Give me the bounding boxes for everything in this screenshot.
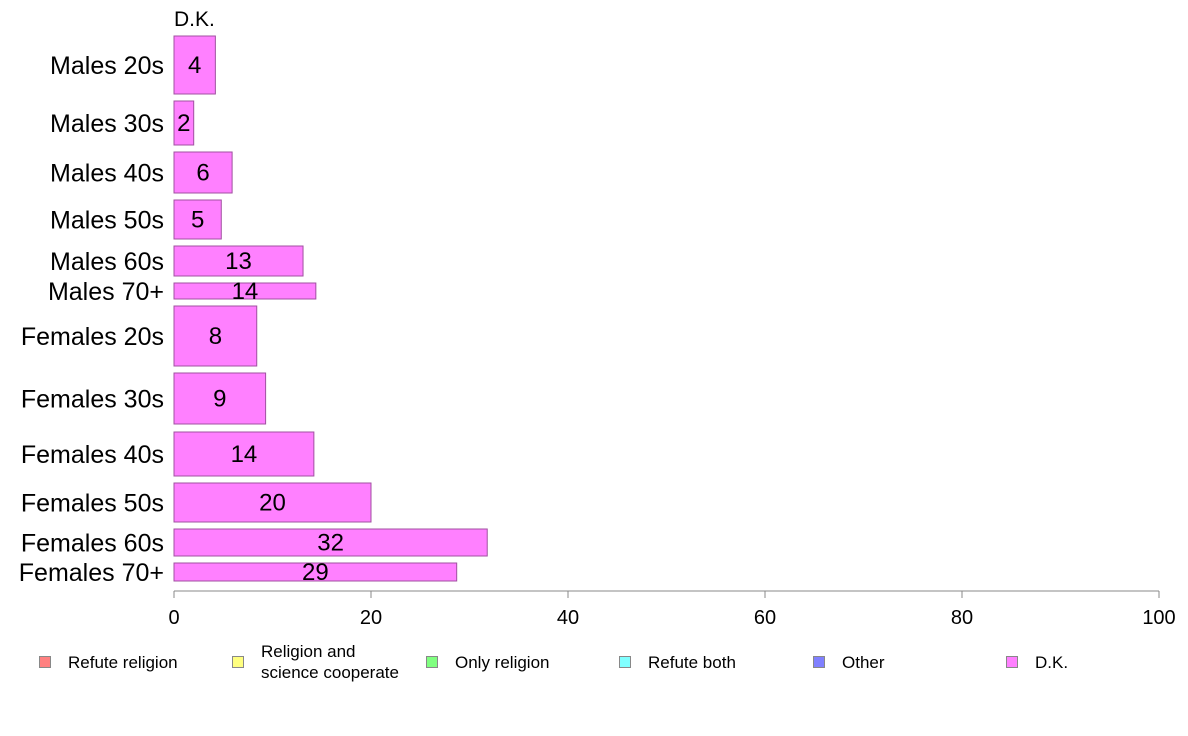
x-tick-label: 60 bbox=[754, 607, 776, 629]
x-tick-label: 20 bbox=[360, 607, 382, 629]
bar-value-label: 14 bbox=[231, 441, 258, 468]
legend-swatch bbox=[39, 656, 51, 668]
legend-swatch bbox=[232, 656, 244, 668]
legend-item: Religion and science cooperate bbox=[232, 642, 399, 682]
legend-swatch bbox=[619, 656, 631, 668]
y-category-label: Males 20s bbox=[50, 52, 164, 80]
bar-segment bbox=[173, 482, 372, 523]
bar-value-label: 9 bbox=[213, 386, 226, 413]
bar-value-label: 14 bbox=[232, 278, 259, 305]
legend-swatch bbox=[813, 656, 825, 668]
bar-segment bbox=[173, 100, 195, 146]
bar-value-label: 5 bbox=[191, 207, 204, 234]
legend-item: Refute both bbox=[619, 642, 736, 682]
bar-value-label: 32 bbox=[317, 530, 344, 557]
bar-segment bbox=[173, 245, 304, 277]
bar-value-label: 4 bbox=[188, 52, 201, 79]
bar-segment bbox=[173, 305, 258, 367]
bar-value-label: 13 bbox=[225, 248, 252, 275]
y-category-label: Females 30s bbox=[21, 386, 164, 414]
y-category-label: Males 70+ bbox=[48, 278, 164, 306]
bar-segment bbox=[173, 562, 458, 582]
legend-label: Refute both bbox=[648, 652, 736, 672]
legend-label: Other bbox=[842, 652, 885, 672]
y-category-label: Males 60s bbox=[50, 248, 164, 276]
bar-value-label: 2 bbox=[177, 110, 190, 137]
y-category-label: Females 60s bbox=[21, 530, 164, 558]
y-category-label: Males 30s bbox=[50, 110, 164, 138]
bar-value-label: 29 bbox=[302, 559, 329, 586]
y-axis-labels: Males 20s Males 30s Males 40s Males 50s Male… bbox=[19, 52, 164, 587]
x-tick-label: 40 bbox=[557, 607, 579, 629]
bar-value-label: 20 bbox=[259, 490, 286, 517]
legend-label: Religion and science cooperate bbox=[261, 642, 399, 682]
x-tick-label: 0 bbox=[168, 607, 179, 629]
legend-item: D.K. bbox=[1006, 642, 1068, 682]
bar-value-label: 8 bbox=[209, 323, 222, 350]
bar-segment bbox=[173, 372, 267, 425]
bar-segment bbox=[173, 282, 317, 300]
chart-title: D.K. bbox=[174, 8, 215, 31]
bar-segment bbox=[173, 35, 216, 95]
legend-item: Only religion bbox=[426, 642, 550, 682]
y-category-label: Females 70+ bbox=[19, 559, 164, 587]
x-tick-label: 80 bbox=[951, 607, 973, 629]
y-category-label: Males 40s bbox=[50, 160, 164, 188]
y-category-label: Females 40s bbox=[21, 441, 164, 469]
bar-segment bbox=[173, 199, 222, 240]
bar-segment bbox=[173, 151, 233, 194]
legend: Refute religion Religion and science coop… bbox=[0, 640, 1188, 700]
bar-segment bbox=[173, 528, 488, 557]
legend-label: Refute religion bbox=[68, 652, 178, 672]
legend-item: Other bbox=[813, 642, 885, 682]
x-axis: 0 20 40 60 80 100 bbox=[168, 590, 1176, 629]
legend-swatch bbox=[1006, 656, 1018, 668]
y-category-label: Females 20s bbox=[21, 323, 164, 351]
y-category-label: Females 50s bbox=[21, 490, 164, 518]
bar-value-label: 6 bbox=[196, 160, 209, 187]
legend-label: D.K. bbox=[1035, 652, 1069, 672]
x-tick-label: 100 bbox=[1142, 607, 1175, 629]
legend-item: Refute religion bbox=[39, 642, 178, 682]
legend-label: Only religion bbox=[455, 652, 550, 672]
y-category-label: Males 50s bbox=[50, 207, 164, 235]
legend-swatch bbox=[426, 656, 438, 668]
bar-segment bbox=[173, 431, 315, 477]
